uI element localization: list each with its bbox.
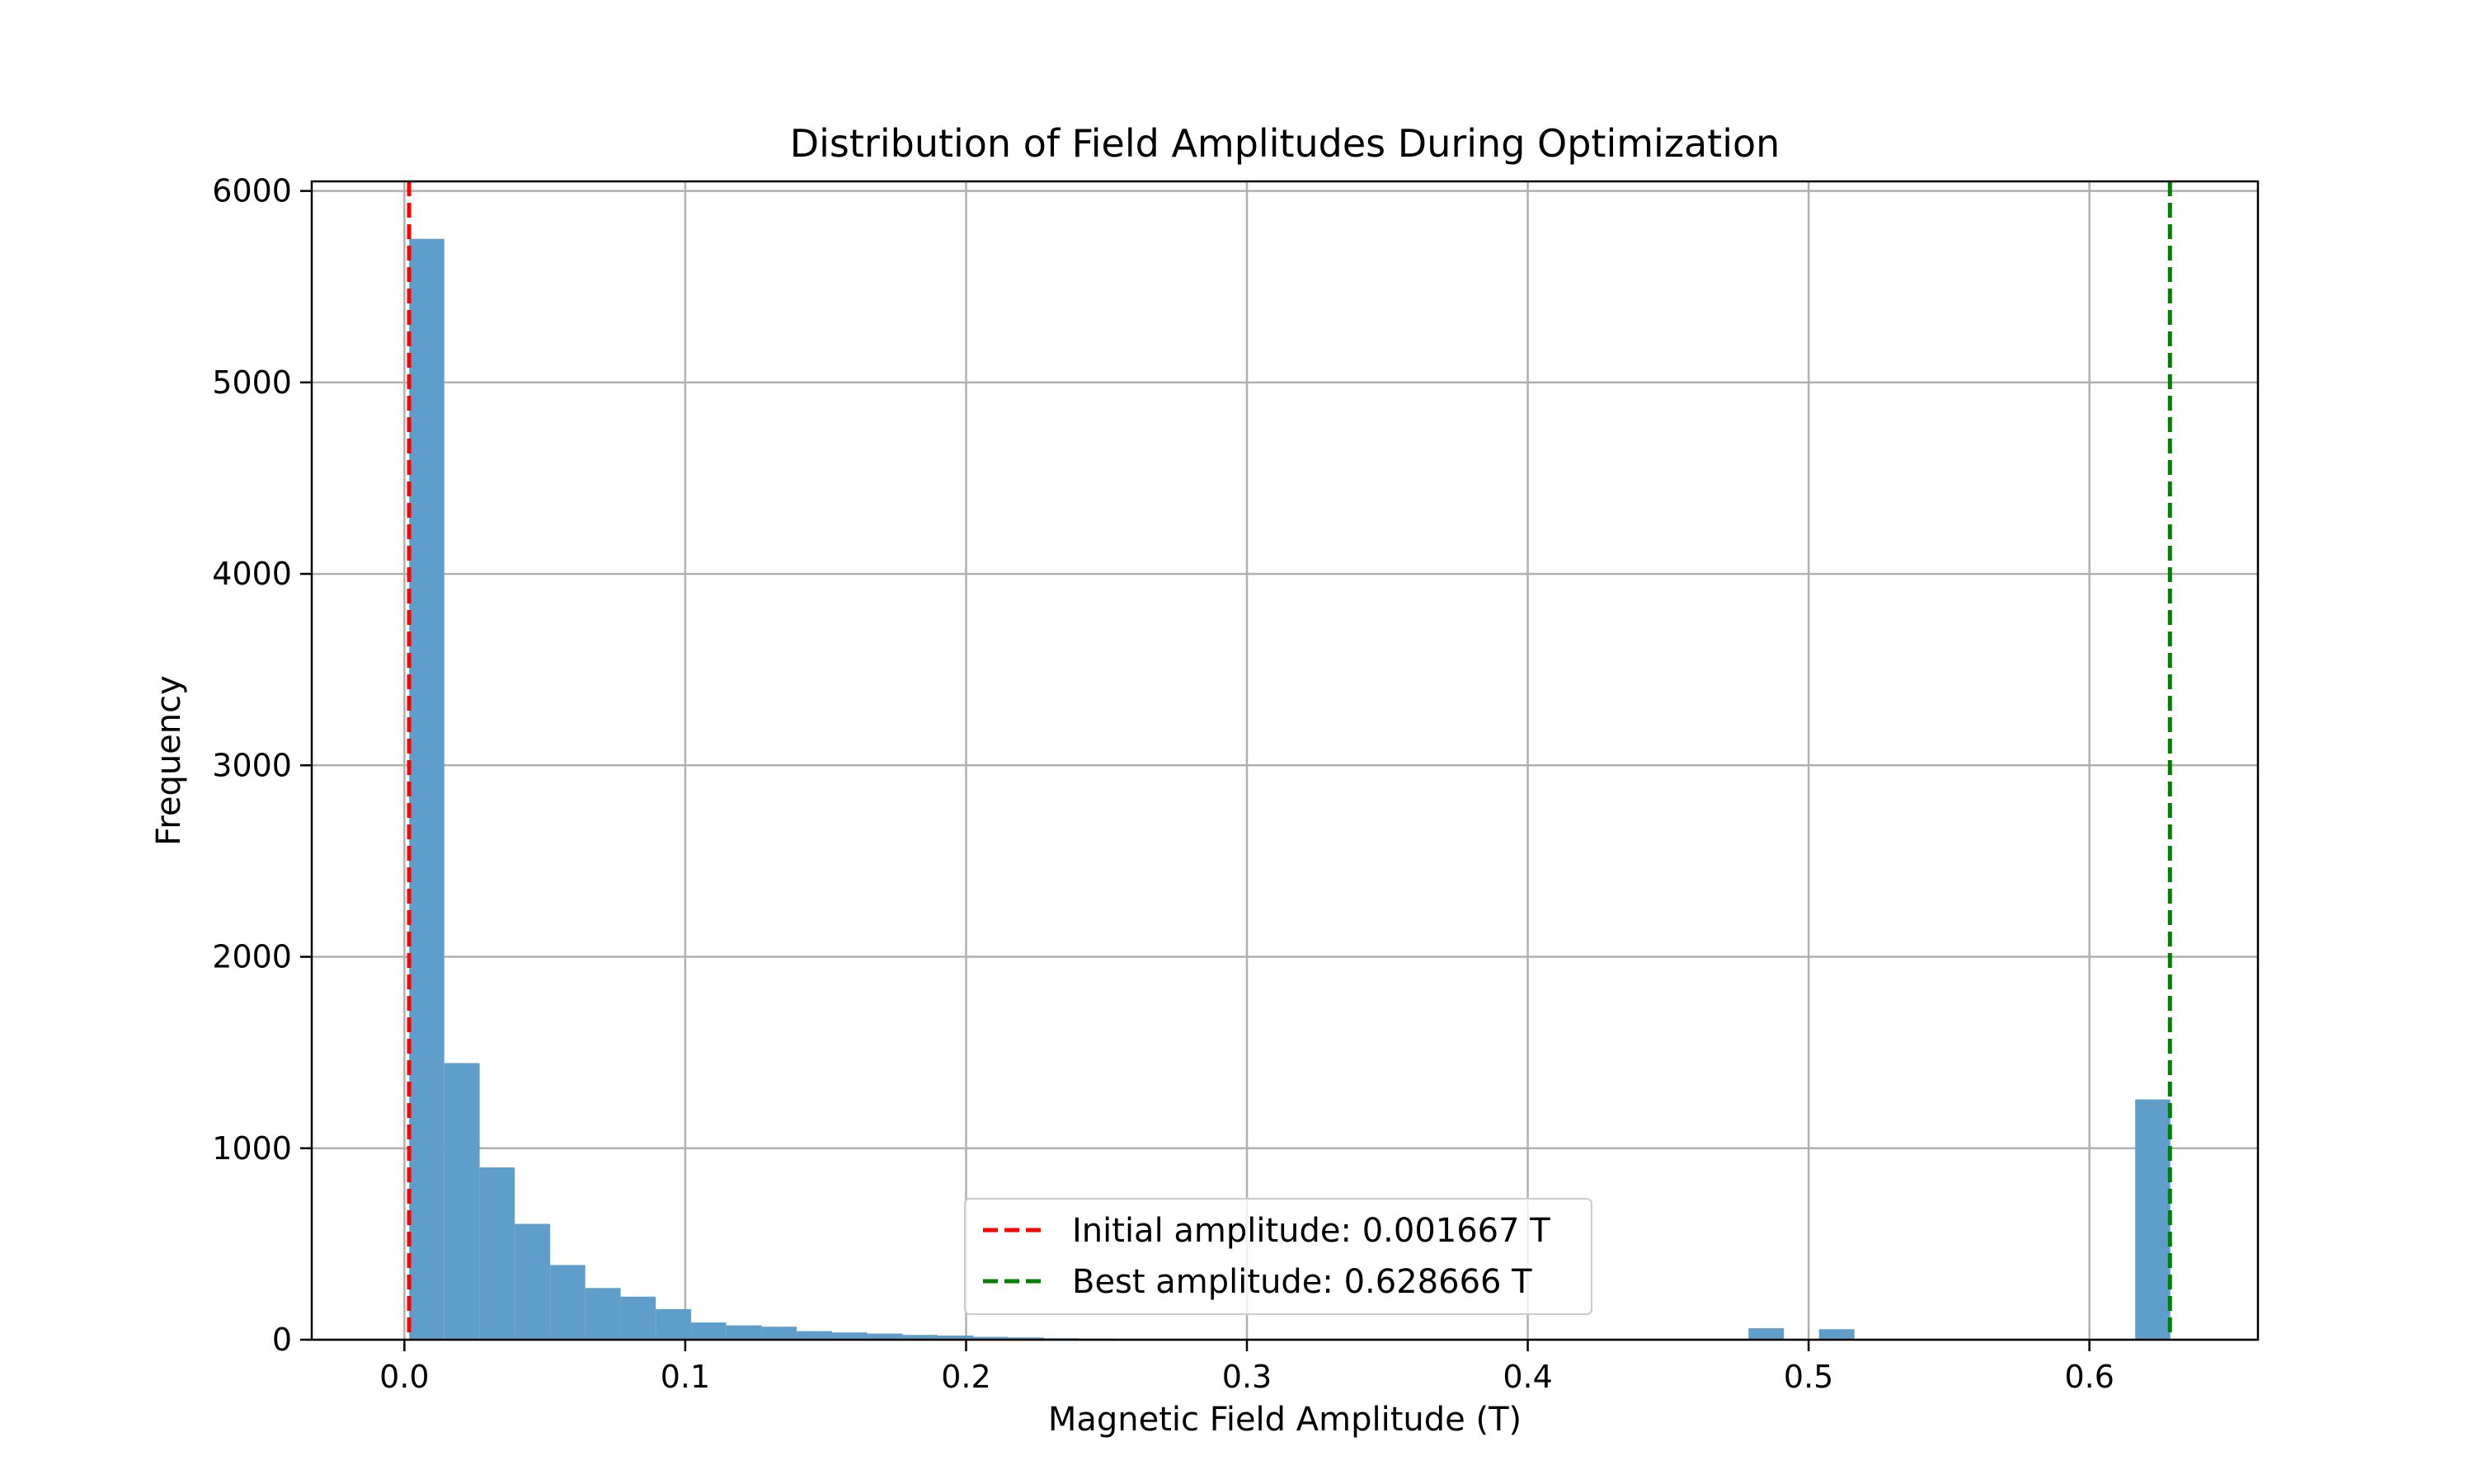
x-tick-label: 0.1 — [661, 1359, 710, 1395]
reference-lines-layer — [407, 181, 2172, 1340]
histogram-bar — [585, 1288, 621, 1340]
histogram-bar — [2135, 1099, 2171, 1340]
histogram-bar — [1748, 1328, 1785, 1340]
histogram-bar — [656, 1308, 692, 1340]
y-tick-label: 6000 — [212, 173, 292, 209]
y-axis-label: Frequency — [150, 675, 188, 846]
chart-title: Distribution of Field Amplitudes During … — [790, 121, 1780, 166]
x-tick-label: 0.2 — [941, 1359, 990, 1395]
y-tick-label: 0 — [272, 1322, 292, 1358]
x-tick-label: 0.5 — [1784, 1359, 1833, 1395]
histogram-bar — [972, 1336, 1009, 1340]
x-tick-label: 0.6 — [2064, 1359, 2114, 1395]
histogram-bar — [550, 1265, 586, 1340]
legend: Initial amplitude: 0.001667 T Best ampli… — [964, 1198, 1592, 1315]
histogram-bar — [1008, 1337, 1044, 1340]
histogram-bar — [832, 1332, 868, 1340]
plot-frame — [310, 180, 2260, 1341]
legend-box — [964, 1198, 1592, 1315]
histogram-bar — [1818, 1329, 1855, 1340]
x-tick-label: 0.3 — [1222, 1359, 1272, 1395]
x-axis-label: Magnetic Field Amplitude (T) — [1048, 1401, 1522, 1439]
histogram-bar — [444, 1063, 480, 1340]
legend-best-label: Best amplitude: 0.628666 T — [1072, 1263, 1532, 1301]
y-tick-label: 2000 — [212, 939, 292, 975]
y-tick-label: 1000 — [212, 1130, 292, 1167]
histogram-bar — [938, 1335, 973, 1340]
y-tick-label: 3000 — [212, 747, 292, 783]
histogram-bar — [761, 1327, 797, 1340]
x-tick-label: 0.4 — [1503, 1359, 1552, 1395]
x-tick-label: 0.0 — [379, 1359, 429, 1395]
histogram-bar — [409, 238, 444, 1340]
bars-layer — [409, 238, 2171, 1340]
legend-initial-label: Initial amplitude: 0.001667 T — [1072, 1212, 1550, 1250]
y-tick-label: 4000 — [212, 556, 292, 592]
histogram-bar — [902, 1335, 938, 1340]
ticks-layer: 0.0 0.1 0.2 0.3 0.4 0.5 0.6 0 1000 2000 3000 4000 50… — [212, 173, 2114, 1395]
histogram-bar — [797, 1331, 833, 1340]
histogram-bar — [726, 1325, 762, 1340]
histogram-bar — [620, 1296, 656, 1340]
histogram-bar — [867, 1333, 903, 1340]
histogram-bar — [479, 1167, 515, 1340]
y-tick-label: 5000 — [212, 364, 292, 401]
histogram-bar — [515, 1223, 551, 1340]
histogram-bar — [691, 1322, 727, 1340]
